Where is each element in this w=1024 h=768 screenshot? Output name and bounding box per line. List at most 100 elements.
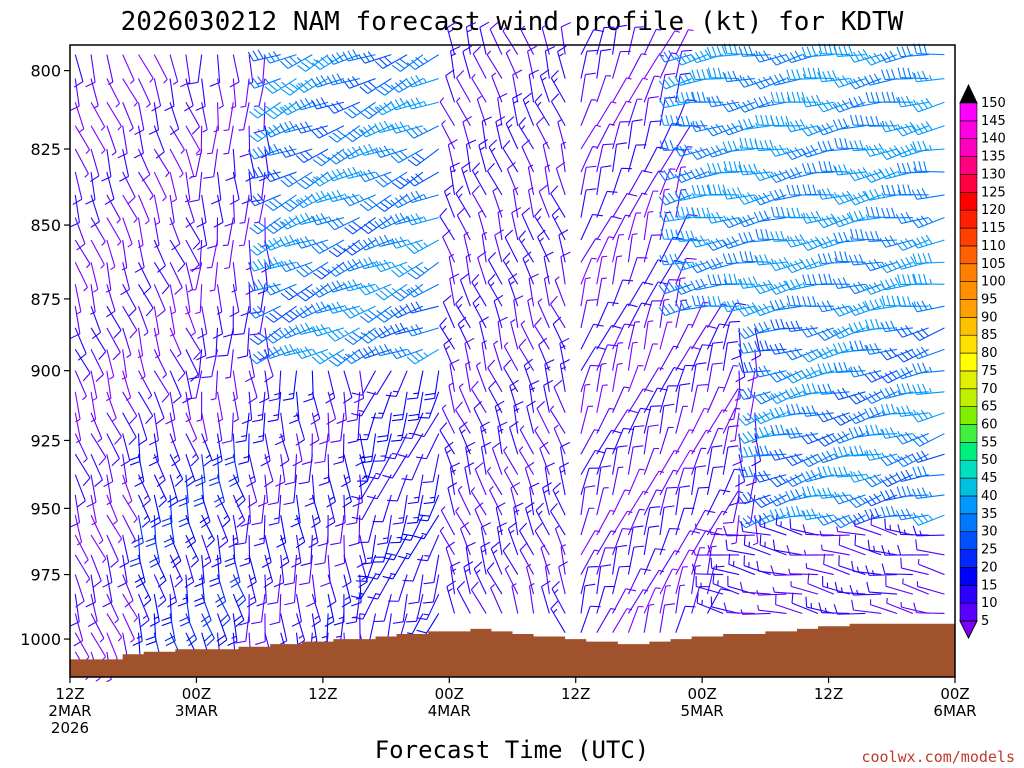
- barb-shaft: [214, 262, 219, 291]
- barb-half-flag: [787, 97, 790, 103]
- barb-shaft: [261, 171, 266, 200]
- barb-flag: [326, 304, 334, 314]
- barb-flag: [253, 224, 263, 232]
- barb-flag: [785, 321, 791, 332]
- wind-barb: [408, 574, 424, 605]
- barb-flag: [513, 295, 524, 301]
- wind-barb: [392, 494, 408, 525]
- barb-shaft: [509, 427, 519, 455]
- barb-flag: [785, 389, 792, 399]
- barb-flag: [450, 45, 461, 52]
- barb-shaft: [540, 547, 550, 575]
- barb-flag: [92, 580, 102, 588]
- barb-half-flag: [729, 439, 736, 442]
- barb-half-flag: [520, 320, 526, 325]
- barb-half-flag: [491, 147, 496, 152]
- barb-flag: [257, 331, 267, 340]
- barb-shaft: [659, 405, 665, 434]
- barb-shaft: [292, 370, 298, 399]
- barb-flag: [679, 485, 691, 488]
- barb-flag: [560, 251, 571, 258]
- wind-barb: [580, 507, 595, 536]
- barb-half-flag: [143, 332, 149, 337]
- wind-barb: [120, 262, 131, 296]
- barb-flag: [680, 115, 685, 127]
- wind-barb: [511, 583, 519, 614]
- barb-flag: [789, 518, 792, 529]
- barb-flag: [347, 77, 355, 87]
- barb-flag: [640, 568, 651, 571]
- barb-flag: [415, 75, 423, 85]
- barb-flag: [295, 541, 305, 549]
- barb-shaft: [473, 408, 487, 434]
- barb-flag: [301, 179, 311, 187]
- wind-barb: [627, 545, 645, 575]
- barb-flag: [474, 462, 484, 470]
- wind-barb: [122, 474, 133, 505]
- wind-barb: [251, 391, 266, 423]
- wind-barb: [263, 282, 297, 296]
- barb-shaft: [215, 370, 219, 399]
- barb-half-flag: [708, 96, 711, 103]
- barb-shaft: [137, 125, 144, 154]
- barb-shaft: [504, 568, 519, 595]
- wind-barb: [400, 514, 424, 541]
- barb-flag: [717, 184, 722, 195]
- barb-flag: [753, 171, 761, 181]
- barb-flag: [544, 359, 555, 365]
- wind-barb: [407, 474, 424, 505]
- barb-half-flag: [490, 584, 495, 589]
- wind-barb: [544, 462, 555, 496]
- barb-shaft: [248, 370, 258, 398]
- barb-flag: [742, 389, 749, 399]
- wind-barb: [722, 340, 738, 371]
- barb-half-flag: [527, 297, 533, 301]
- wind-barb: [263, 51, 297, 64]
- barb-shaft: [643, 448, 655, 475]
- barb-flag: [379, 235, 386, 246]
- wind-barb: [69, 494, 81, 528]
- barb-flag: [523, 358, 533, 366]
- barb-half-flag: [544, 164, 551, 168]
- barb-half-flag: [114, 619, 119, 624]
- wind-barb: [90, 433, 107, 466]
- wind-barb: [450, 45, 461, 79]
- barb-shaft: [486, 470, 503, 496]
- barb-flag: [347, 167, 354, 178]
- barb-flag: [263, 286, 272, 296]
- barb-flag: [785, 280, 792, 291]
- wind-barb: [295, 412, 306, 446]
- barb-flag: [326, 75, 333, 86]
- barb-flag: [358, 241, 366, 251]
- barb-shaft: [425, 433, 440, 459]
- barb-flag: [295, 84, 305, 93]
- wind-barb: [151, 78, 162, 112]
- wind-barb: [439, 317, 456, 350]
- barb-shaft: [580, 51, 588, 79]
- barb-flag: [331, 266, 341, 275]
- barb-half-flag: [786, 76, 791, 82]
- wind-barb: [303, 370, 314, 403]
- barb-flag: [786, 184, 791, 196]
- barb-shaft: [153, 574, 167, 601]
- barb-shaft: [416, 148, 440, 167]
- wind-barb: [580, 146, 598, 173]
- barb-flag: [379, 312, 389, 320]
- barb-flag: [707, 67, 712, 78]
- barb-flag: [212, 333, 223, 339]
- barb-half-flag: [204, 556, 210, 561]
- wind-barb: [627, 281, 654, 307]
- wind-barb: [675, 566, 688, 595]
- wind-barb: [518, 117, 535, 150]
- wind-barb: [73, 613, 84, 647]
- barb-shaft: [74, 594, 80, 622]
- barb-flag: [617, 445, 628, 448]
- wind-barb: [534, 426, 550, 455]
- barb-flag: [762, 281, 770, 291]
- barb-flag: [711, 46, 717, 57]
- barb-flag: [352, 105, 362, 113]
- barb-flag: [343, 111, 353, 119]
- barb-half-flag: [407, 215, 411, 221]
- barb-flag: [755, 228, 759, 240]
- barb-half-flag: [709, 529, 712, 535]
